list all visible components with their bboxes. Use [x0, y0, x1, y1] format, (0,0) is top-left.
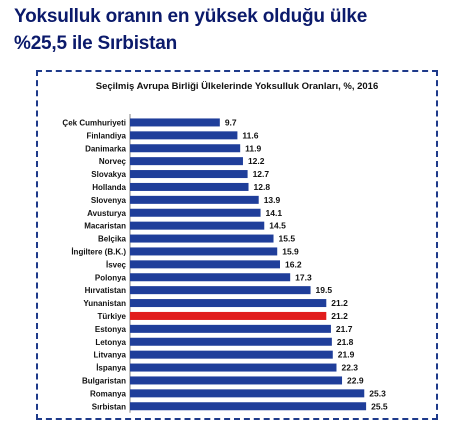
value-label: 25.5: [371, 401, 388, 411]
bar: [130, 221, 265, 230]
value-label: 25.3: [369, 388, 386, 398]
value-label: 12.8: [254, 182, 271, 192]
value-label: 15.9: [282, 246, 299, 256]
category-label: Bulgaristan: [82, 376, 126, 385]
bar: [130, 208, 261, 217]
category-label: Polonya: [95, 273, 127, 282]
bar: [130, 324, 331, 333]
bar: [130, 350, 333, 359]
category-label: Estonya: [95, 325, 127, 334]
value-label: 15.5: [279, 234, 296, 244]
bar: [130, 157, 243, 166]
bar-highlighted: [130, 311, 327, 320]
value-label: 9.7: [225, 117, 237, 127]
category-label: Sırbistan: [92, 402, 126, 411]
headline-line-2: %25,5 ile Sırbistan: [14, 33, 178, 54]
category-label: Hollanda: [92, 183, 126, 192]
bar: [130, 144, 241, 153]
bar: [130, 170, 248, 179]
bar: [130, 247, 278, 256]
bar: [130, 118, 220, 127]
category-label: Slovenya: [91, 196, 127, 205]
value-label: 21.8: [337, 337, 354, 347]
bar: [130, 273, 291, 282]
category-label: Slovakya: [91, 170, 126, 179]
bar: [130, 286, 311, 295]
bar: [130, 402, 367, 411]
category-label: Letonya: [95, 338, 126, 347]
chart-frame: Seçilmiş Avrupa Birliği Ülkelerinde Yoks…: [36, 70, 438, 420]
value-label: 21.9: [338, 350, 355, 360]
category-label: Avusturya: [87, 209, 126, 218]
category-label: Çek Cumhuriyeti: [62, 118, 126, 127]
value-label: 19.5: [316, 285, 333, 295]
bar: [130, 376, 343, 385]
bar: [130, 337, 332, 346]
value-label: 22.9: [347, 375, 364, 385]
value-label: 14.1: [266, 208, 283, 218]
category-label: İspanya: [96, 364, 126, 373]
value-label: 21.7: [336, 324, 353, 334]
bar: [130, 182, 249, 191]
category-label: İngiltere (B.K.): [71, 247, 126, 256]
category-label: Macaristan: [84, 222, 126, 231]
category-label: Belçika: [98, 235, 127, 244]
category-label: Norveç: [99, 157, 127, 166]
value-label: 13.9: [264, 195, 281, 205]
value-label: 14.5: [269, 221, 286, 231]
value-label: 21.2: [331, 298, 348, 308]
category-label: İsveç: [106, 260, 127, 269]
bar: [130, 260, 280, 269]
value-label: 11.9: [245, 143, 261, 153]
value-label: 17.3: [295, 272, 312, 282]
bar: [130, 363, 337, 372]
category-label: Türkiye: [98, 312, 127, 321]
bar: [130, 234, 274, 243]
category-label: Romanya: [90, 389, 127, 398]
bar-chart: Çek Cumhuriyeti 9.7 Finlandiya 11.6 Danimark…: [62, 114, 388, 413]
bar: [130, 131, 238, 140]
value-label: 12.7: [253, 169, 270, 179]
bar: [130, 195, 259, 204]
category-label: Yunanistan: [83, 299, 126, 308]
category-label: Danimarka: [85, 144, 126, 153]
value-label: 22.3: [341, 363, 358, 373]
category-label: Hırvatistan: [85, 286, 126, 295]
headline-line-1: Yoksulluk oranın en yüksek olduğu ülke: [14, 6, 368, 27]
category-label: Litvanya: [94, 351, 127, 360]
value-label: 21.2: [331, 311, 348, 321]
value-label: 16.2: [285, 259, 302, 269]
category-label: Finlandiya: [86, 131, 126, 140]
value-label: 11.6: [242, 130, 258, 140]
bar: [130, 299, 327, 308]
chart-title: Seçilmiş Avrupa Birliği Ülkelerinde Yoks…: [95, 81, 379, 92]
value-label: 12.2: [248, 156, 265, 166]
bar: [130, 389, 365, 398]
